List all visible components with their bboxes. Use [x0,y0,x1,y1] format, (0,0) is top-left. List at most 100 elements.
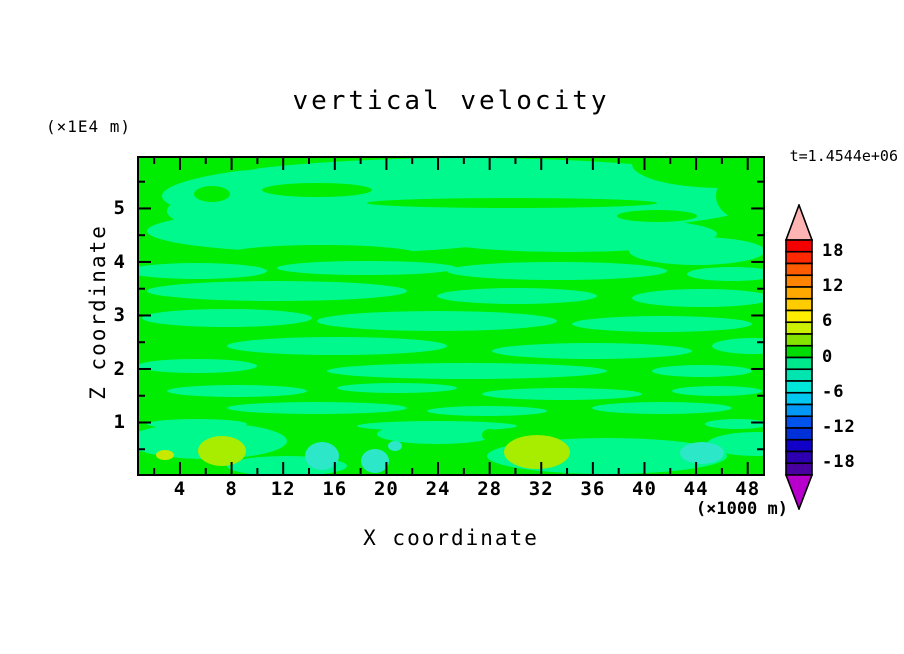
y-axis-title: Z coordinate [86,224,110,400]
contour-region [227,337,447,355]
contour-region [482,388,642,400]
y-tick-label: 1 [113,411,126,434]
contour-region [388,441,402,451]
colorbar-segment [785,403,813,418]
contour-region [652,365,752,377]
colorbar-segment [785,309,813,324]
colorbar-segment [785,321,813,335]
colorbar-segment [785,438,813,453]
x-tick-label: 28 [477,478,503,500]
x-tick-label: 40 [632,478,657,500]
colorbar-tick-label: 12 [822,276,845,296]
colorbar-image [784,202,814,512]
colorbar-segment [785,250,813,265]
contour-region [492,343,692,359]
colorbar-tick-label: -12 [822,417,856,437]
colorbar-tick-label: -18 [822,452,856,473]
y-axis-unit-label: (×1E4 m) [46,117,132,136]
contour-region [326,432,344,444]
plot-frame [137,156,765,476]
contour-region [712,338,765,354]
colorbar-tick-label: 6 [822,311,834,332]
contour-region [377,424,497,444]
colorbar-segment [785,415,813,429]
contour-region [227,245,417,263]
contour-region [437,288,597,304]
x-tick-label: 44 [683,478,709,500]
colorbar-segment [785,450,813,465]
contour-region [504,435,570,469]
colorbar-segment [785,333,813,347]
colorbar-segment [785,274,813,288]
contour-region [680,442,724,464]
time-annotation: t=1.4544e+06 [789,147,898,165]
contour-region [262,183,372,197]
contour-region [137,359,257,373]
contour-region [672,386,762,396]
contour-region [305,442,339,470]
colorbar-segment [785,297,813,312]
y-tick-label: 4 [113,250,126,273]
colorbar-segment [785,239,813,253]
contour-region [227,402,407,414]
colorbar-tick-label: 18 [822,240,845,261]
y-tick-label: 5 [113,197,126,220]
contour-region [327,363,607,379]
contour-region [572,316,752,332]
x-tick-label: 16 [322,478,348,500]
contour-region [167,385,307,397]
contour-region [617,210,697,222]
colorbar-segment [785,391,813,406]
x-tick-label: 24 [425,478,451,500]
colorbar-segment [785,368,813,382]
colorbar-segment [785,344,813,359]
contour-region [592,402,732,414]
y-tick-label: 3 [113,304,126,327]
x-tick-label: 48 [735,478,761,500]
x-axis-unit-label: (×1000 m) [695,499,788,519]
contour-region [629,237,765,265]
colorbar-over-arrow [784,202,814,241]
colorbar-tick-label: -6 [822,381,845,402]
contour-field-image [137,156,765,476]
x-axis-title: X coordinate [363,526,539,550]
contour-region [427,406,547,416]
contour-region [337,383,457,393]
colorbar: 18 12 6 0 -6 -12 -18 [784,202,904,514]
contour-region [447,262,667,280]
x-tick-label: 8 [225,478,238,500]
colorbar-segment [785,380,813,394]
y-tick-label: 2 [113,357,126,380]
x-tick-label: 36 [580,478,606,500]
x-tick-label: 4 [173,478,187,500]
contour-region [632,289,765,307]
x-tick-label: 12 [270,478,296,500]
colorbar-segment [785,356,813,371]
colorbar-segment [785,286,813,300]
contour-region [137,263,267,279]
colorbar-segment [785,427,813,441]
colorbar-segment [785,462,813,476]
contour-region [277,261,457,275]
contour-region [367,198,657,208]
contour-region [687,267,765,281]
contour-region [361,449,389,473]
colorbar-segment [785,262,813,277]
contour-region [705,419,765,429]
plot-canvas [137,156,765,476]
contour-region [137,156,162,234]
colorbar-tick-label: 0 [822,346,834,367]
x-tick-label: 20 [373,478,399,500]
contour-region [142,309,312,327]
contour-region [198,436,246,466]
plot-title: vertical velocity [292,86,610,116]
contour-region [167,193,287,229]
contour-region [194,186,230,202]
contour-region [482,429,498,441]
colorbar-under-arrow [784,474,814,512]
x-tick-label: 32 [528,478,554,500]
contour-region [317,311,557,331]
contour-region [156,450,174,460]
contour-region [147,281,407,301]
